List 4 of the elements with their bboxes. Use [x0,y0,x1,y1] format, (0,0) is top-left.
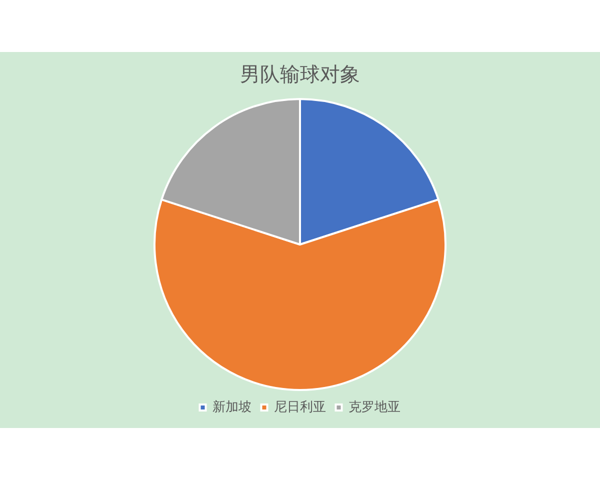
legend-label: 尼日利亚 [274,400,326,415]
chart-title: 男队输球对象 [240,62,360,86]
legend-label: 克罗地亚 [348,400,400,415]
legend-label: 新加坡 [212,400,252,415]
